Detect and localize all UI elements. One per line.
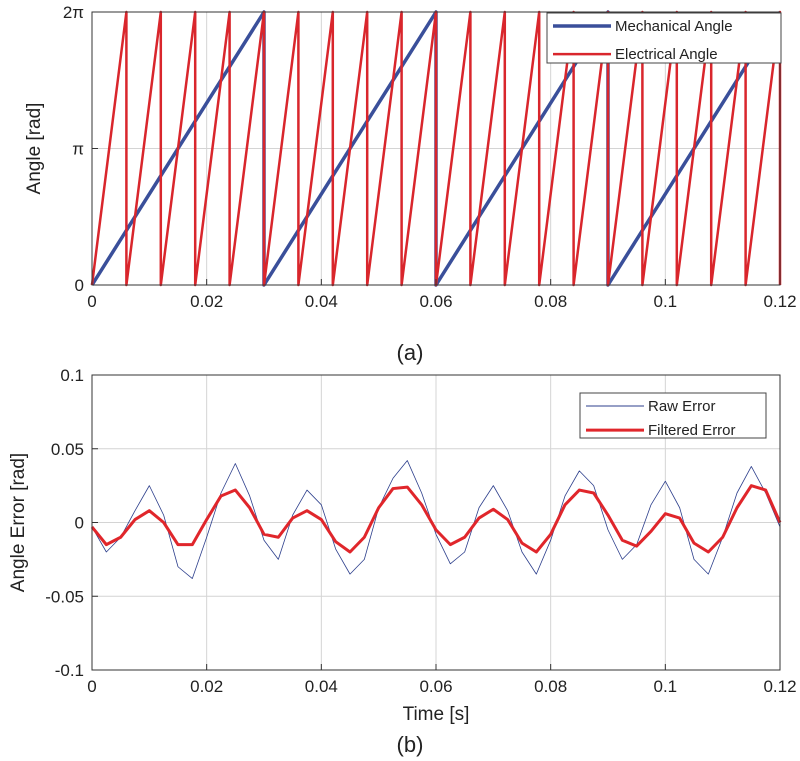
x-axis-label: Time [s] (403, 704, 470, 725)
x-tick-label: 0.06 (419, 677, 452, 696)
legend-label: Filtered Error (648, 422, 736, 439)
x-tick-label: 0.08 (534, 677, 567, 696)
figure-caption: (b) (397, 732, 424, 757)
x-tick-label: 0.12 (763, 677, 796, 696)
y-axis-label: Angle Error [rad] (8, 453, 29, 592)
x-tick-label: 0.02 (190, 292, 223, 311)
y-tick-label: -0.05 (45, 587, 84, 606)
x-tick-label: 0.06 (419, 292, 452, 311)
figure-caption: (a) (397, 340, 424, 365)
x-tick-label: 0.04 (305, 677, 338, 696)
y-tick-label: 2π (63, 3, 84, 22)
y-axis-label: Angle [rad] (24, 103, 45, 195)
x-tick-label: 0.04 (305, 292, 338, 311)
x-tick-label: 0.1 (654, 292, 678, 311)
chart-b: 0 0.02 0.04 0.06 0.08 0.1 0.12 -0.1 -0.05 0 0.05 0.… (8, 366, 797, 757)
y-tick-label: 0 (75, 514, 84, 533)
series-line-raw-error (91, 460, 781, 579)
legend-label: Raw Error (648, 398, 716, 415)
legend: Raw Error Filtered Error (579, 392, 767, 439)
y-tick-label: π (72, 140, 84, 159)
y-tick-label: 0.1 (60, 366, 84, 385)
x-tick-label: 0.12 (763, 292, 796, 311)
x-tick-label: 0.1 (654, 677, 678, 696)
chart-a: 0 0.02 0.04 0.06 0.08 0.1 0.12 0 π 2π Angle [rad] (… (24, 3, 797, 365)
y-tick-label: 0.05 (51, 440, 84, 459)
y-tick-label: 0 (75, 276, 84, 295)
x-tick-label: 0.08 (534, 292, 567, 311)
y-tick-label: -0.1 (55, 661, 84, 680)
x-tick-label: 0 (87, 677, 96, 696)
x-tick-label: 0.02 (190, 677, 223, 696)
legend-label: Mechanical Angle (615, 18, 733, 35)
legend-label: Electrical Angle (615, 46, 718, 63)
legend: Mechanical Angle Electrical Angle (546, 12, 782, 64)
series-line-filtered-error (90, 484, 782, 554)
x-tick-label: 0 (87, 292, 96, 311)
